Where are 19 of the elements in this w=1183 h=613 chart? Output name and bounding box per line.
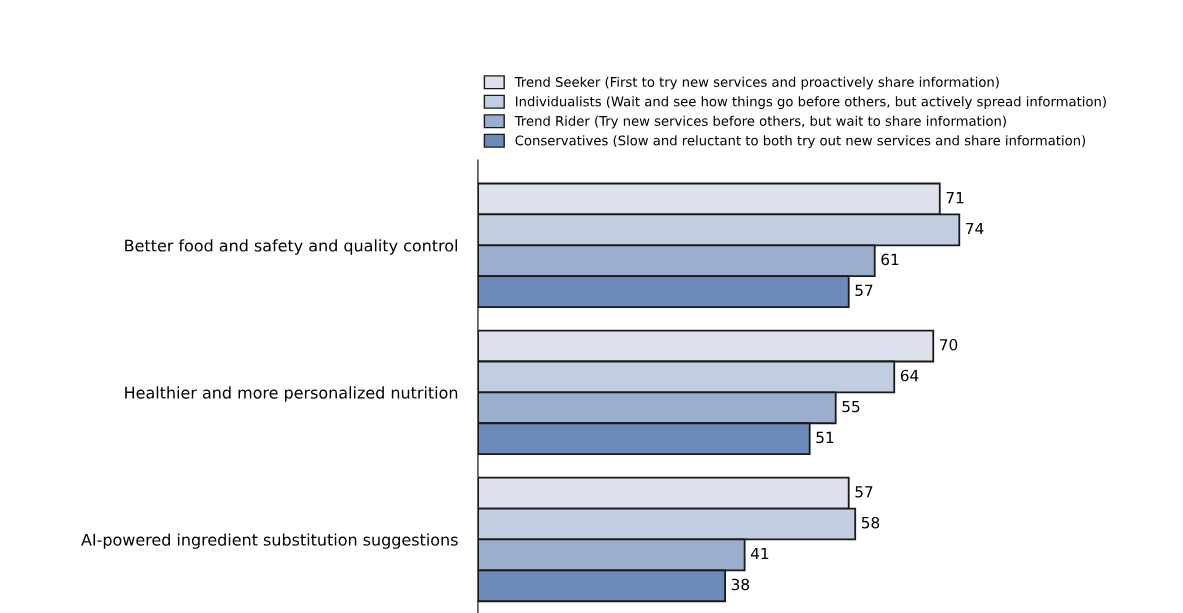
y-tick-label: Better food and safety and quality control [125,239,457,255]
data-label: 38 [731,578,750,591]
data-label: 64 [900,369,919,382]
data-label: 71 [946,192,964,204]
data-label: 61 [881,253,899,266]
legend-label: Individualists (Wait and see how things go before others, but actively spread information) [516,96,1106,109]
data-label: 51 [816,431,834,444]
legend-label: Trend Seeker (First to try new services and proactively share information) [514,76,999,90]
data-label: 57 [855,284,873,297]
data-label: 41 [750,547,769,560]
legend-label: Conservatives (Slow and reluctant to both try out new services and share information) [515,135,1086,148]
y-tick-label: Healthier and more personalized nutrition [125,386,458,402]
data-label: 58 [861,516,880,529]
data-label: 57 [855,486,873,498]
data-label: 70 [940,338,958,351]
y-tick-label: AI-powered ingredient substitution suggestions [81,533,458,549]
data-label: 55 [842,400,860,413]
legend-label: Trend Rider (Try new services before others, but wait to share information) [514,115,1006,129]
data-label: 74 [966,222,984,235]
